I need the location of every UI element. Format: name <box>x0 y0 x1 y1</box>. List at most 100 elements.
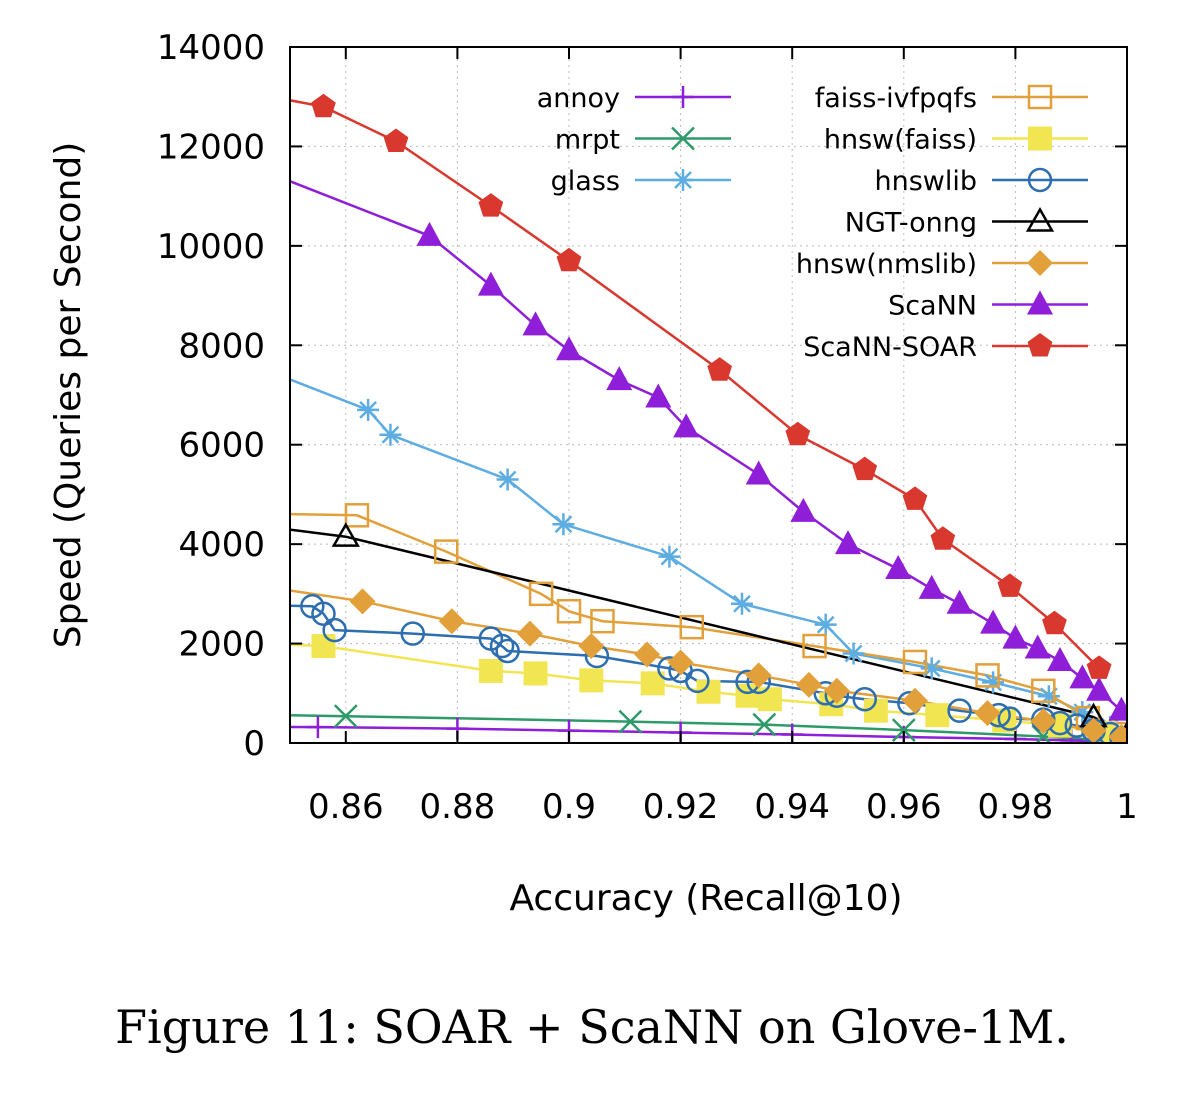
data-point-glass <box>814 613 837 636</box>
data-point-scann <box>885 555 912 579</box>
legend-marker-annoy <box>672 86 694 108</box>
legend-label-hnsw-faiss: hnsw(faiss) <box>824 125 977 156</box>
data-point-mrpt <box>752 712 777 737</box>
data-point-scann <box>645 383 672 408</box>
data-point-hnsw-nmslib <box>438 608 465 635</box>
data-point-annoy <box>306 716 329 739</box>
series-line-glass <box>290 378 1111 729</box>
y-tick-label: 14000 <box>157 28 265 68</box>
data-point-hnsw-nmslib <box>349 588 376 615</box>
x-tick-label: 0.9 <box>542 787 596 827</box>
data-point-hnsw-nmslib <box>795 671 822 698</box>
data-point-hnswlib <box>322 617 347 643</box>
legend-marker-glass <box>672 169 694 191</box>
data-point-scann-soar <box>311 93 336 118</box>
data-point-hnsw-faiss <box>579 668 604 693</box>
legend-label-ngt-onng: NGT-onng <box>845 208 977 239</box>
data-point-hnsw-nmslib <box>901 687 928 714</box>
data-point-faiss-ivfpqfs <box>975 663 1000 688</box>
data-point-scann <box>477 271 504 296</box>
data-point-scann <box>946 589 973 614</box>
legend-marker-ngt-onng <box>1025 206 1055 232</box>
data-point-hnswlib <box>947 698 972 723</box>
data-point-hnswlib <box>489 633 515 659</box>
x-tick-labels: 0.86 0.88 0.9 0.92 0.94 0.96 0.98 1 <box>308 787 1138 827</box>
data-point-scann <box>606 366 633 391</box>
y-axis-title: Speed (Queries per Second) <box>48 142 89 649</box>
y-tick-label: 10000 <box>157 227 265 267</box>
y-tick-labels: 0 2000 4000 6000 8000 10000 12000 14000 <box>157 28 265 764</box>
data-point-hnsw-faiss <box>523 661 548 686</box>
legend-label-mrpt: mrpt <box>555 125 620 156</box>
x-tick-label: 1 <box>1116 787 1138 827</box>
data-point-scann <box>1069 664 1096 689</box>
data-point-glass <box>1071 701 1094 724</box>
legend-marker-mrpt <box>671 126 695 151</box>
data-point-scann <box>1108 696 1127 721</box>
data-point-mrpt <box>333 704 358 729</box>
y-tick-label: 2000 <box>178 625 265 665</box>
ticks <box>290 46 1128 744</box>
data-point-scann-soar <box>997 573 1023 597</box>
data-point-scann-soar <box>1086 655 1112 679</box>
data-point-hnsw-faiss <box>478 658 503 683</box>
legend-marker-scann <box>1027 290 1053 315</box>
data-point-glass <box>842 642 865 665</box>
data-point-glass <box>1037 685 1060 708</box>
data-point-scann-soar <box>902 486 928 510</box>
data-point-hnsw-nmslib <box>1030 708 1057 735</box>
x-tick-label: 0.92 <box>643 787 719 827</box>
data-point-glass <box>982 671 1005 694</box>
legend-marker-hnsw-faiss <box>1028 126 1052 151</box>
data-point-hnsw-nmslib <box>578 633 605 660</box>
data-point-faiss-ivfpqfs <box>528 581 554 607</box>
data-point-mrpt <box>891 718 916 742</box>
data-point-scann-soar <box>930 526 956 550</box>
data-point-scann <box>790 497 817 522</box>
data-point-hnsw-nmslib <box>823 677 850 704</box>
data-point-mrpt <box>618 709 643 734</box>
data-point-ngt-onng <box>331 522 360 547</box>
data-point-hnsw-nmslib <box>974 700 1001 727</box>
data-point-hnswlib <box>852 687 877 712</box>
data-point-scann <box>1047 646 1074 671</box>
data-point-hnswlib <box>495 638 520 664</box>
data-point-hnsw-nmslib <box>516 620 543 647</box>
data-point-hnsw-faiss <box>311 634 336 659</box>
plot-frame <box>289 46 1128 744</box>
figure-caption: Figure 11: SOAR + ScaNN on Glove-1M. <box>115 1000 1069 1054</box>
data-point-scann <box>522 311 549 336</box>
y-tick-label: 8000 <box>178 326 265 366</box>
data-point-glass <box>379 423 402 446</box>
x-tick-label: 0.88 <box>420 787 496 827</box>
data-point-faiss-ivfpqfs <box>679 614 705 640</box>
series-markers <box>300 93 1127 743</box>
x-axis-title: Accuracy (Recall@10) <box>509 878 902 919</box>
data-point-faiss-ivfpqfs <box>556 599 582 624</box>
data-point-faiss-ivfpqfs <box>802 633 827 659</box>
data-point-scann <box>1024 634 1051 659</box>
series-line-annoy <box>290 725 1111 743</box>
y-tick-label: 0 <box>243 724 265 764</box>
data-point-hnsw-nmslib <box>745 662 772 689</box>
data-point-hnsw-nmslib <box>1108 724 1127 743</box>
data-point-glass <box>730 592 753 615</box>
legend-label-glass: glass <box>551 166 620 197</box>
data-point-glass <box>920 657 943 680</box>
legend-marker-faiss-ivfpqfs <box>1027 84 1053 110</box>
data-point-hnswlib <box>997 706 1023 731</box>
data-point-faiss-ivfpqfs <box>1031 678 1056 704</box>
y-tick-label: 4000 <box>178 525 265 565</box>
data-point-glass <box>658 545 681 568</box>
data-point-scann <box>416 221 443 246</box>
legend-label-faiss-ivfpqfs: faiss-ivfpqfs <box>815 83 977 114</box>
data-point-scann-soar <box>852 456 878 481</box>
x-tick-label: 0.86 <box>308 787 384 827</box>
data-point-hnsw-nmslib <box>1080 717 1107 743</box>
data-point-scann <box>835 530 861 555</box>
legend: annoy mrpt glass faiss-ivfpqfs hnsw(faiss) hn… <box>537 83 1088 363</box>
data-point-glass <box>496 468 519 491</box>
data-point-glass <box>552 513 575 536</box>
legend-marker-hnswlib <box>1027 167 1053 193</box>
x-tick-label: 0.96 <box>866 787 942 827</box>
